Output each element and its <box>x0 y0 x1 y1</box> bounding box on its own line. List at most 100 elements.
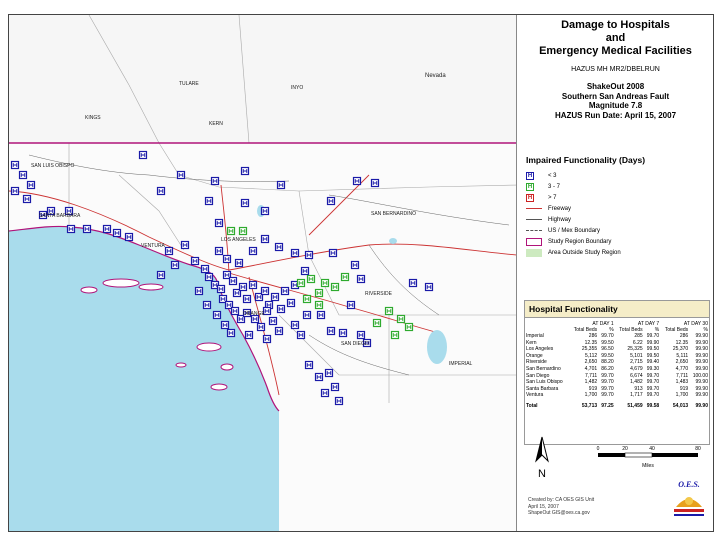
hospital-icon[interactable] <box>260 286 270 296</box>
hospital-icon[interactable] <box>240 198 250 208</box>
hospital-icon[interactable] <box>280 286 290 296</box>
hospital-icon[interactable] <box>228 276 238 286</box>
hospital-icon[interactable] <box>326 196 336 206</box>
hospital-icon[interactable] <box>242 308 252 318</box>
hospital-icon[interactable] <box>212 310 222 320</box>
hospital-icon[interactable] <box>328 248 338 258</box>
hospital-icon[interactable] <box>180 240 190 250</box>
hospital-icon[interactable] <box>274 326 284 336</box>
hospital-icon[interactable] <box>234 258 244 268</box>
hospital-icon[interactable] <box>334 396 344 406</box>
hospital-icon[interactable] <box>270 292 280 302</box>
hospital-icon[interactable] <box>352 176 362 186</box>
hospital-icon[interactable] <box>230 306 240 316</box>
hospital-icon[interactable] <box>236 314 246 324</box>
hospital-icon[interactable] <box>338 328 348 338</box>
hospital-icon[interactable] <box>260 234 270 244</box>
map-view[interactable]: Nevada INYO KERN TULARE KINGS SAN LUIS O… <box>9 15 517 531</box>
hospital-icon[interactable] <box>64 206 74 216</box>
hospital-icon[interactable] <box>296 278 306 288</box>
hospital-icon[interactable] <box>204 272 214 282</box>
hospital-icon[interactable] <box>330 282 340 292</box>
hospital-icon[interactable] <box>82 224 92 234</box>
hospital-icon[interactable] <box>300 266 310 276</box>
hospital-icon[interactable] <box>10 186 20 196</box>
hospital-icon[interactable] <box>138 150 148 160</box>
hospital-icon[interactable] <box>302 310 312 320</box>
hospital-icon[interactable] <box>22 194 32 204</box>
hospital-icon[interactable] <box>124 232 134 242</box>
hospital-icon[interactable] <box>38 210 48 220</box>
hospital-icon[interactable] <box>156 186 166 196</box>
hospital-icon[interactable] <box>276 180 286 190</box>
hospital-icon[interactable] <box>254 292 264 302</box>
hospital-icon[interactable] <box>350 260 360 270</box>
hospital-icon[interactable] <box>10 160 20 170</box>
hospital-icon[interactable] <box>370 178 380 188</box>
hospital-icon[interactable] <box>226 328 236 338</box>
hospital-icon[interactable] <box>304 250 314 260</box>
hospital-icon[interactable] <box>262 306 272 316</box>
hospital-icon[interactable] <box>238 282 248 292</box>
hospital-icon[interactable] <box>214 246 224 256</box>
hospital-icon[interactable] <box>274 242 284 252</box>
hospital-icon[interactable] <box>256 322 266 332</box>
hospital-icon[interactable] <box>290 320 300 330</box>
hospital-icon[interactable] <box>224 300 234 310</box>
hospital-icon[interactable] <box>290 248 300 258</box>
hospital-icon[interactable] <box>424 282 434 292</box>
hospital-icon[interactable] <box>210 176 220 186</box>
hospital-icon[interactable] <box>222 254 232 264</box>
hospital-icon[interactable] <box>330 382 340 392</box>
hospital-icon[interactable] <box>220 320 230 330</box>
hospital-icon[interactable] <box>248 280 258 290</box>
hospital-icon[interactable] <box>320 278 330 288</box>
hospital-icon[interactable] <box>170 260 180 270</box>
hospital-icon[interactable] <box>396 314 406 324</box>
hospital-icon[interactable] <box>250 314 260 324</box>
hospital-icon[interactable] <box>268 316 278 326</box>
hospital-icon[interactable] <box>18 170 28 180</box>
hospital-icon[interactable] <box>218 294 228 304</box>
hospital-icon[interactable] <box>164 246 174 256</box>
hospital-icon[interactable] <box>356 330 366 340</box>
hospital-icon[interactable] <box>306 274 316 284</box>
hospital-icon[interactable] <box>390 330 400 340</box>
hospital-icon[interactable] <box>340 272 350 282</box>
hospital-icon[interactable] <box>408 278 418 288</box>
hospital-icon[interactable] <box>176 170 186 180</box>
hospital-icon[interactable] <box>112 228 122 238</box>
hospital-icon[interactable] <box>314 372 324 382</box>
hospital-icon[interactable] <box>320 388 330 398</box>
hospital-icon[interactable] <box>286 298 296 308</box>
hospital-icon[interactable] <box>316 310 326 320</box>
hospital-icon[interactable] <box>194 286 204 296</box>
hospital-icon[interactable] <box>244 330 254 340</box>
hospital-icon[interactable] <box>238 226 248 236</box>
hospital-icon[interactable] <box>156 270 166 280</box>
hospital-icon[interactable] <box>214 218 224 228</box>
hospital-icon[interactable] <box>314 300 324 310</box>
hospital-icon[interactable] <box>304 360 314 370</box>
hospital-icon[interactable] <box>222 270 232 280</box>
hospital-icon[interactable] <box>372 318 382 328</box>
hospital-icon[interactable] <box>404 322 414 332</box>
hospital-icon[interactable] <box>346 300 356 310</box>
hospital-icon[interactable] <box>240 166 250 176</box>
hospital-icon[interactable] <box>314 288 324 298</box>
hospital-icon[interactable] <box>232 288 242 298</box>
hospital-icon[interactable] <box>248 246 258 256</box>
hospital-icon[interactable] <box>356 274 366 284</box>
hospital-icon[interactable] <box>102 224 112 234</box>
hospital-icon[interactable] <box>260 206 270 216</box>
hospital-icon[interactable] <box>204 196 214 206</box>
hospital-icon[interactable] <box>384 306 394 316</box>
hospital-icon[interactable] <box>242 294 252 304</box>
hospital-icon[interactable] <box>26 180 36 190</box>
hospital-icon[interactable] <box>216 284 226 294</box>
hospital-icon[interactable] <box>324 368 334 378</box>
hospital-icon[interactable] <box>66 224 76 234</box>
hospital-icon[interactable] <box>276 304 286 314</box>
hospital-icon[interactable] <box>200 264 210 274</box>
hospital-icon[interactable] <box>190 256 200 266</box>
